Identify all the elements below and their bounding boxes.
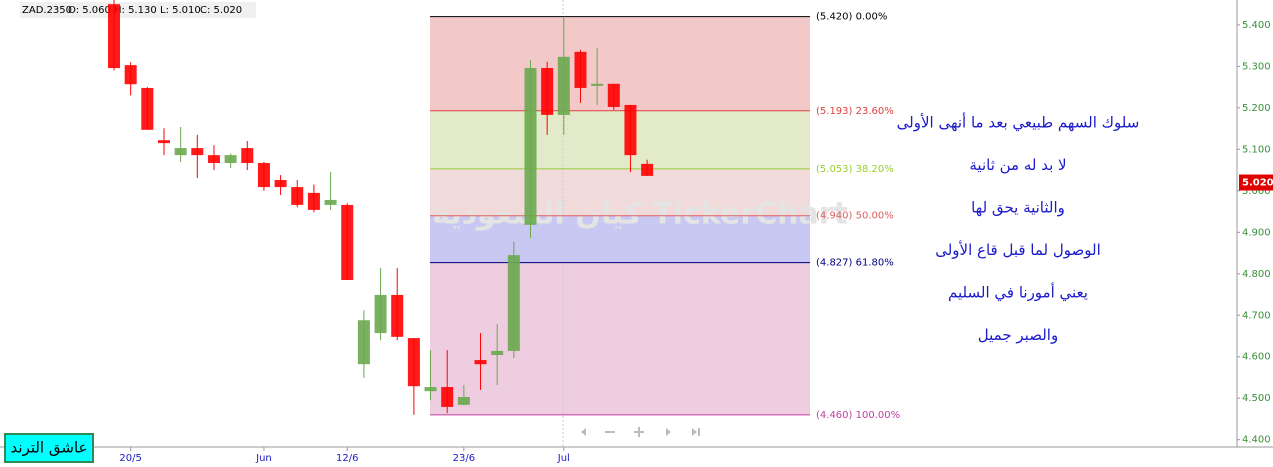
fib-zone [430, 16, 810, 111]
y-tick-label: 4.900 [1242, 227, 1271, 238]
fib-label: (4.940) 50.00% [816, 211, 894, 222]
candle-body [491, 350, 504, 356]
candle-body [541, 68, 554, 115]
last-price-box [1239, 174, 1273, 191]
candle-body [557, 56, 570, 115]
last-price-label: 5.020 [1242, 178, 1273, 189]
fib-label: (5.420) 0.00% [816, 12, 887, 23]
header-box [20, 2, 256, 18]
nav-zoom-in[interactable] [634, 427, 644, 437]
nav-end[interactable] [692, 428, 700, 436]
y-tick-label: 4.500 [1242, 393, 1271, 404]
open-info: O: 5.060 [68, 5, 111, 16]
symbol: ZAD.2350 [22, 5, 72, 16]
x-tick-label: Jul [557, 453, 570, 464]
y-tick-label: 4.400 [1242, 435, 1271, 446]
y-tick-label: 5.200 [1242, 103, 1271, 114]
candle-body [257, 163, 270, 188]
candle-body [274, 180, 287, 188]
candle-body [374, 294, 387, 334]
candle-body [291, 187, 304, 205]
candle-body [424, 387, 437, 392]
x-tick-label: 12/6 [336, 453, 358, 464]
annotation: لا بد له من ثانية [969, 156, 1066, 174]
y-tick-label: 5.400 [1242, 20, 1271, 31]
candle-body [157, 140, 170, 144]
fib-zone [430, 262, 810, 415]
y-tick-label: 5.000 [1242, 186, 1271, 197]
candle-body [524, 68, 537, 225]
y-tick-label: 4.700 [1242, 310, 1271, 321]
candle-body [507, 255, 520, 351]
candle-body [574, 51, 587, 88]
annotation: والثانية يحق لها [971, 199, 1065, 217]
nav-zoom-out[interactable] [605, 431, 615, 433]
y-tick-label: 4.600 [1242, 352, 1271, 363]
candle-body [441, 387, 454, 407]
candle-body [207, 155, 220, 164]
signature: عاشق الترند [11, 439, 88, 457]
annotation: والصبر جميل [978, 326, 1058, 344]
nav-next[interactable] [666, 428, 671, 436]
candle-body [357, 320, 370, 365]
candle-body [108, 4, 120, 69]
candle-body [407, 338, 420, 387]
candle-body [141, 87, 154, 130]
candle-body [241, 148, 254, 164]
annotation: الوصول لما قبل قاع الأولى [935, 240, 1101, 259]
candle-body [124, 65, 137, 85]
signature-box [4, 433, 94, 463]
x-tick-label: Jun [255, 453, 272, 464]
fib-label: (5.053) 38.20% [816, 164, 894, 175]
watermark: كيان السعودية TickerChart [432, 197, 848, 232]
fib-zone [430, 215, 810, 263]
candle-body [641, 163, 654, 176]
y-tick-label: 5.100 [1242, 144, 1271, 155]
fib-label: (4.827) 61.80% [816, 258, 894, 269]
candle-body [607, 83, 620, 108]
y-tick-label: 5.300 [1242, 61, 1271, 72]
close-info: C: 5.020 [200, 5, 242, 16]
candle-body [174, 148, 187, 156]
high-info: H: 5.130 [114, 5, 157, 16]
nav-prev[interactable] [581, 428, 586, 436]
candle-body [591, 83, 604, 86]
nav-controls[interactable] [581, 427, 700, 437]
fib-zone [430, 168, 810, 216]
y-tick-label: 4.800 [1242, 269, 1271, 280]
candle-body [191, 148, 204, 156]
x-tick-label: 20/5 [119, 453, 141, 464]
candle-body [224, 155, 237, 164]
candle-body [324, 199, 337, 205]
annotation: سلوك السهم طبيعي بعد ما أنهى الأولى [897, 113, 1140, 133]
fib-label: (4.460) 100.00% [816, 410, 900, 421]
candle-body [307, 192, 320, 210]
fib-zone [430, 110, 810, 169]
x-tick-label: 23/6 [453, 453, 475, 464]
candle-body [341, 204, 354, 280]
candle-body [457, 396, 470, 405]
candle-body [474, 360, 487, 365]
candle-body [624, 104, 637, 156]
low-info: L: 5.010 [160, 5, 201, 16]
annotation: يعني أمورنا في السليم [948, 283, 1088, 303]
fib-label: (5.193) 23.60% [816, 106, 894, 117]
candle-body [391, 294, 404, 337]
